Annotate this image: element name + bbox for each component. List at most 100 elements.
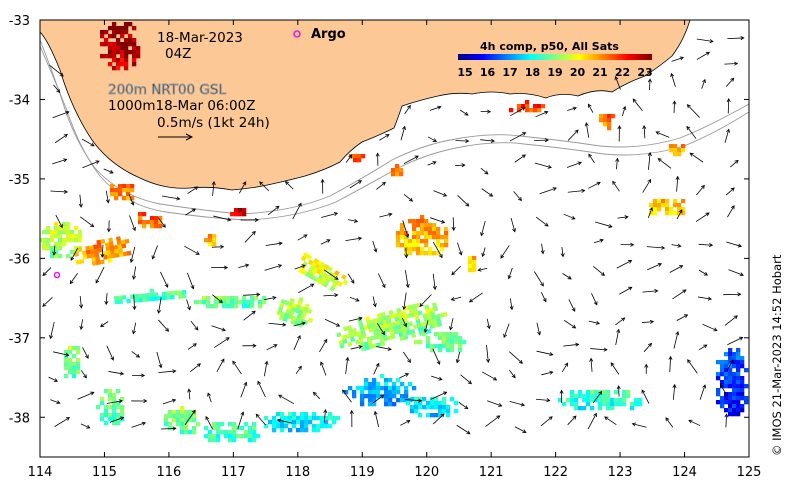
current-arrow [132,266,137,280]
current-arrow [513,191,522,202]
current-arrow [129,246,136,263]
current-arrow [278,394,295,405]
current-arrow [187,388,192,400]
x-tick-label: 118 [285,465,310,480]
colorbar-tick-label: 21 [592,66,607,79]
current-arrow [724,61,739,66]
current-arrow [263,360,269,377]
current-arrow [620,242,635,247]
sst-patch [669,144,686,157]
current-arrow [259,181,270,192]
scale-arrow [158,133,194,141]
current-arrow [540,416,553,427]
current-arrow [725,77,735,87]
current-arrow [157,297,162,314]
y-axis: -33 -34 -35 -36 -37 -38 [9,14,749,426]
current-arrow [696,38,714,44]
current-arrow [211,244,225,249]
current-arrow [49,321,55,340]
current-arrow [459,109,469,116]
current-arrow [584,122,590,138]
current-arrow [151,245,158,260]
current-arrow [212,294,223,304]
current-arrow [665,417,674,428]
current-arrow [500,245,510,259]
current-arrow [726,359,734,372]
y-tick-label: -37 [9,332,30,347]
colorbar-ticks: 15 16 17 18 19 20 21 22 23 [457,66,652,79]
current-arrow [588,320,601,325]
x-tick-label: 124 [672,465,697,480]
current-arrow [106,399,123,404]
sst-patch [264,412,341,433]
current-arrow [109,416,125,423]
current-arrow [82,160,100,169]
current-arrow [643,342,653,353]
x-tick-label: 120 [414,465,439,480]
current-arrow [429,105,442,111]
current-arrow [432,241,443,259]
current-arrow [724,413,729,428]
current-arrow [53,351,70,357]
current-arrow [588,153,595,164]
sst-patch [649,199,686,216]
current-arrow [403,194,414,202]
sst-patch [204,234,217,247]
colorbar-legend: 4h comp, p50, All Sats 15 16 17 18 19 20 21 22 2… [457,40,652,79]
current-arrow [481,247,486,258]
current-arrow [419,294,432,307]
sst-patch [599,114,616,131]
current-arrow [42,297,53,307]
current-arrow [345,356,350,374]
current-arrow [205,415,213,430]
sst-patch [414,332,467,353]
current-arrow [536,398,551,403]
current-arrow [539,187,557,195]
current-arrow [458,401,469,410]
current-arrow [672,100,677,113]
current-arrow [184,245,200,255]
current-arrow [319,338,328,353]
current-arrow [240,381,248,398]
current-arrow [131,351,141,358]
current-vectors [42,36,745,435]
sst-patch [336,302,448,352]
current-arrow [379,212,393,218]
current-arrow [373,410,380,428]
colorbar-tick-label: 23 [637,66,652,79]
current-arrow [54,417,71,427]
current-arrow [431,375,443,381]
current-arrow [587,412,597,430]
sst-patch [558,390,643,411]
current-arrow [187,186,199,194]
current-arrow [52,110,70,119]
current-arrow [727,205,735,218]
current-arrow [295,365,302,375]
current-arrow [485,415,501,427]
sst-patch [391,164,404,177]
current-arrow [131,322,137,335]
current-arrow [379,134,390,141]
current-arrow [724,128,730,143]
current-arrow [509,298,514,311]
current-arrow [631,422,647,428]
current-arrow [372,240,378,253]
current-arrow [266,344,278,351]
current-arrow [105,190,110,204]
current-arrow [372,296,377,308]
sst-patch [100,22,141,71]
product-time-label: 1000m18-Mar 06:00Z [108,98,255,114]
sst-patch [110,184,135,201]
current-arrow [587,103,594,113]
current-arrow [240,217,259,222]
current-arrow [567,129,579,141]
current-arrow [400,125,406,141]
current-arrow [672,289,687,300]
current-arrow [292,202,302,220]
current-arrow [509,132,527,142]
current-arrow [695,212,710,222]
current-arrow [100,244,105,258]
current-arrow [642,319,655,324]
current-arrow [726,241,743,248]
current-arrow [312,391,321,400]
